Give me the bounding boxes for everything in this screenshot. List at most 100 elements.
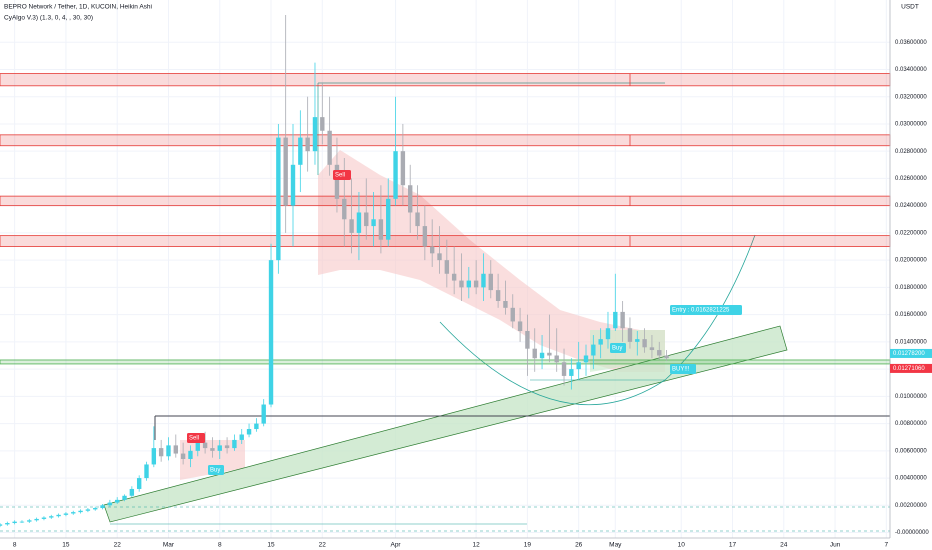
price-tag	[890, 363, 932, 373]
candle-body	[63, 513, 69, 515]
candle-body	[12, 521, 17, 524]
resistance-zone	[0, 235, 891, 247]
x-tick-label: 22	[319, 542, 327, 549]
candle-body	[569, 369, 574, 376]
candle-body	[100, 505, 105, 509]
candle-body	[627, 328, 633, 342]
candle-body	[444, 260, 450, 274]
candle-body	[349, 219, 354, 233]
candle-body	[78, 510, 83, 513]
price-tag	[890, 348, 932, 358]
candle-body	[49, 516, 54, 518]
candle-body	[598, 339, 603, 345]
y-tick-label: 0.00800000	[895, 421, 927, 427]
x-tick-label: 22	[114, 542, 122, 549]
candle-body	[371, 219, 376, 227]
candle-body	[334, 164, 340, 199]
annotation: Entry : 0.0162821225	[672, 308, 730, 314]
candle-body	[312, 117, 318, 152]
resistance-zone	[0, 195, 891, 207]
annotation-box	[670, 305, 742, 315]
y-tick-label: 0.02200000	[895, 230, 927, 236]
candle-body	[364, 212, 369, 227]
annotation-box	[670, 364, 696, 374]
candle-body	[664, 355, 669, 359]
y-tick-label: 0.03600000	[895, 40, 927, 46]
candle-body	[488, 273, 493, 291]
candle-body	[591, 344, 596, 356]
candle-body	[188, 450, 193, 460]
x-tick-label: 26	[575, 542, 583, 549]
candle-body	[459, 280, 464, 288]
candle-body	[576, 362, 581, 370]
x-tick-label: 19	[524, 542, 532, 549]
x-tick-label: 15	[62, 542, 70, 549]
candle-body	[254, 423, 259, 430]
candle-body	[649, 347, 655, 351]
y-tick-label: 0.01400000	[895, 339, 927, 345]
candle-body	[605, 328, 611, 340]
x-tick-label: 12	[473, 542, 481, 549]
candle-body	[41, 517, 47, 519]
zones	[0, 73, 891, 365]
candle-body	[378, 219, 384, 240]
candle-body	[56, 514, 61, 517]
candle-body	[166, 445, 171, 457]
candle-body	[217, 445, 222, 451]
annotation-box	[610, 343, 626, 353]
x-tick-label: Apr	[390, 542, 401, 549]
candle-body	[356, 212, 362, 233]
price-tag-label: 0.01271060	[893, 366, 925, 372]
candle-body	[305, 137, 310, 152]
annotation-box	[187, 433, 205, 443]
chart-title: BEPRO Network / Tether, 1D, KUCOIN, Heik…	[4, 4, 152, 11]
candle-body	[151, 448, 157, 465]
candle-body	[327, 130, 332, 165]
candles	[0, 14, 669, 528]
candle-body	[5, 523, 10, 525]
y-tick-label: 0.02800000	[895, 149, 927, 155]
candle-body	[481, 273, 486, 288]
y-tick-label: 0.01600000	[895, 312, 927, 318]
candle-body	[268, 260, 274, 405]
x-tick-label: May	[609, 542, 622, 549]
resistance-zone	[0, 73, 891, 87]
y-tick-label: 0.00600000	[895, 448, 927, 454]
candle-body	[517, 321, 523, 331]
y-tick-label: 0.01800000	[895, 285, 927, 291]
candle-body	[539, 352, 545, 359]
candle-body	[554, 355, 559, 363]
candle-body	[19, 521, 25, 523]
candle-body	[210, 448, 215, 451]
candle-body	[276, 137, 281, 261]
candle-body	[657, 350, 662, 356]
candle-body	[415, 212, 420, 227]
candle-body	[27, 520, 32, 522]
candle-body	[400, 151, 406, 186]
candle-body	[342, 198, 347, 220]
x-tick-label: 24	[780, 542, 788, 549]
x-tick-label: Jun	[830, 542, 841, 549]
candle-body	[290, 164, 296, 206]
candle-body	[532, 348, 537, 359]
x-tick-label: 8	[13, 542, 17, 549]
x-tick-label: 17	[729, 542, 737, 549]
y-tick-label: 0.03000000	[895, 122, 927, 128]
y-tick-label: 0.00400000	[895, 476, 927, 482]
y-tick-label: 0.03400000	[895, 67, 927, 73]
candle-body	[71, 512, 76, 514]
candle-body	[583, 355, 589, 363]
candle-body	[422, 226, 428, 247]
candle-body	[239, 434, 244, 440]
candle-body	[393, 151, 398, 199]
candle-body	[115, 499, 120, 503]
y-tick-label: 0.02600000	[895, 176, 927, 182]
candle-body	[386, 198, 391, 240]
annotation: BUY!!!	[672, 367, 690, 373]
candle-body	[158, 448, 164, 457]
candle-body	[495, 290, 501, 302]
y-tick-label: 0.02000000	[895, 258, 927, 264]
candle-body	[320, 117, 325, 131]
annotation: Buy	[612, 346, 622, 352]
